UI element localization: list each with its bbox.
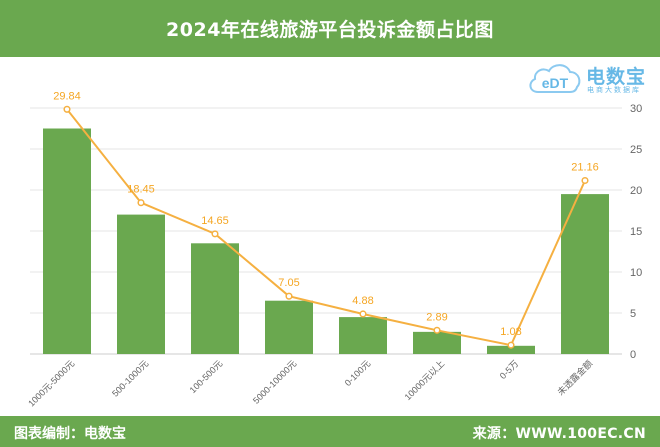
line-point-8 bbox=[581, 176, 589, 185]
y-tick-label-15: 15 bbox=[630, 226, 642, 238]
x-tick-label-8: 未透露金额 bbox=[555, 358, 595, 398]
bar-1 bbox=[43, 128, 91, 354]
chart-footer: 图表编制：电数宝 来源：WWW.100EC.CN bbox=[0, 416, 660, 447]
line-series bbox=[66, 108, 586, 347]
chart-header: 2024年在线旅游平台投诉金额占比图 bbox=[0, 0, 660, 57]
point-layer bbox=[63, 105, 589, 349]
bar-2 bbox=[117, 214, 165, 354]
y-tick-label-30: 30 bbox=[630, 103, 642, 115]
line-point-4 bbox=[285, 292, 293, 300]
bar-6 bbox=[413, 331, 461, 354]
line-point-2 bbox=[137, 199, 145, 207]
data-label-7: 1.08 bbox=[500, 326, 521, 338]
bar-4 bbox=[265, 300, 313, 354]
line-point-1 bbox=[63, 105, 71, 113]
chart-title: 2024年在线旅游平台投诉金额占比图 bbox=[166, 19, 494, 41]
x-tick-label-7: 0-5万 bbox=[498, 358, 521, 381]
line-layer bbox=[66, 108, 586, 347]
label-layer: 29.84 18.45 14.65 7.05 4.88 2.89 1.08 21.16 bbox=[53, 90, 599, 338]
x-tick-label-4: 5000-10000元 bbox=[251, 358, 298, 405]
bar-layer bbox=[43, 128, 609, 354]
y-tick-label-25: 25 bbox=[630, 144, 642, 156]
line-point-5 bbox=[359, 310, 367, 318]
line-point-3 bbox=[211, 230, 219, 238]
x-tick-label-2: 500-1000元 bbox=[110, 358, 150, 398]
brand-logo: eDT 电数宝 电商大数据库 bbox=[526, 58, 660, 98]
data-label-1: 29.84 bbox=[53, 90, 81, 102]
line-point-7 bbox=[507, 341, 515, 349]
x-tick-label-3: 100-500元 bbox=[188, 358, 225, 395]
footer-source: 来源：WWW.100EC.CN bbox=[472, 426, 646, 442]
y-tick-label-20: 20 bbox=[630, 185, 642, 197]
data-label-5: 4.88 bbox=[352, 295, 373, 307]
x-tick-label-5: 0-100元 bbox=[343, 358, 373, 388]
y-tick-label-10: 10 bbox=[630, 267, 642, 279]
bar-3 bbox=[191, 243, 239, 354]
bar-8 bbox=[561, 194, 609, 354]
y-tick-label-0: 0 bbox=[630, 349, 636, 361]
x-tick-label-1: 1000元-5000元 bbox=[26, 358, 76, 408]
data-label-4: 7.05 bbox=[278, 277, 299, 289]
logo-cloud-text: eDT bbox=[542, 75, 569, 91]
data-label-3: 14.65 bbox=[201, 215, 229, 227]
y-tick-label-5: 5 bbox=[630, 308, 636, 320]
edt-cloud-logo-icon: eDT bbox=[529, 64, 581, 93]
bar-5 bbox=[339, 317, 387, 354]
data-label-2: 18.45 bbox=[127, 184, 155, 196]
bar-7 bbox=[487, 345, 535, 354]
bar-line-chart: 29.84 18.45 14.65 7.05 4.88 2.89 1.08 21.16 0 5 1… bbox=[26, 90, 642, 408]
data-label-6: 2.89 bbox=[426, 311, 447, 323]
logo-slogan: 电商大数据库 bbox=[587, 86, 641, 94]
data-label-8: 21.16 bbox=[571, 161, 599, 173]
line-point-6 bbox=[433, 326, 441, 334]
x-tick-label-6: 10000元以上 bbox=[403, 358, 447, 402]
footer-credit: 图表编制：电数宝 bbox=[14, 426, 126, 442]
logo-name: 电数宝 bbox=[586, 66, 647, 88]
